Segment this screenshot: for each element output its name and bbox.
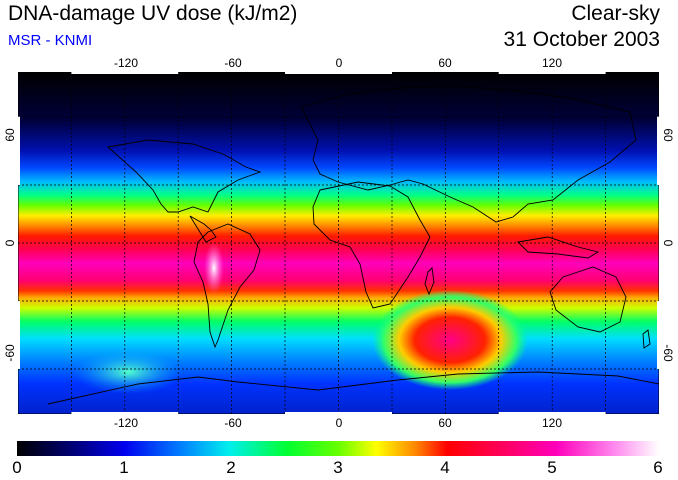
lon-tick-bottom: 120 bbox=[541, 416, 563, 430]
lat-tick-left: 60 bbox=[3, 128, 17, 142]
coastlines bbox=[47, 85, 659, 405]
colorbar-label: 1 bbox=[119, 458, 129, 477]
colorbar bbox=[17, 441, 659, 456]
madagascar-coast bbox=[424, 267, 435, 296]
lon-tick-top: -120 bbox=[113, 56, 139, 70]
south-america-coast bbox=[193, 223, 261, 349]
lat-tick-left: 0 bbox=[3, 239, 17, 247]
graticule bbox=[18, 72, 659, 414]
colorbar-label: 2 bbox=[226, 458, 236, 477]
map-title: DNA-damage UV dose (kJ/m2) bbox=[8, 2, 298, 25]
high-uv-anomaly bbox=[372, 290, 528, 390]
colorbar-label: 5 bbox=[547, 458, 557, 477]
colorbar-label: 4 bbox=[440, 458, 450, 477]
colorbar-label: 3 bbox=[333, 458, 343, 477]
map-frame bbox=[18, 72, 659, 414]
lon-tick-bottom: -120 bbox=[113, 416, 139, 430]
andes-peak-uv bbox=[204, 242, 224, 294]
eurasia-coast bbox=[300, 85, 637, 223]
lon-tick-top: 60 bbox=[438, 56, 452, 70]
antarctica-coast bbox=[47, 371, 659, 405]
lon-tick-bottom: 60 bbox=[438, 416, 452, 430]
central-america-coast bbox=[189, 215, 217, 243]
lon-tick-top: -60 bbox=[224, 56, 242, 70]
colorbar-label: 6 bbox=[653, 458, 663, 477]
credit-label: MSR - KNMI bbox=[8, 32, 93, 49]
new-zealand-coast bbox=[642, 329, 651, 349]
lat-tick-right: 60 bbox=[661, 128, 675, 142]
moderate-uv-patch bbox=[73, 350, 183, 394]
africa-coast bbox=[312, 181, 431, 309]
lon-tick-top: 0 bbox=[335, 56, 343, 70]
lon-tick-bottom: 0 bbox=[335, 416, 343, 430]
lat-tick-right: -60 bbox=[661, 344, 675, 362]
lon-tick-bottom: -60 bbox=[224, 416, 242, 430]
date-label: 31 October 2003 bbox=[503, 28, 660, 51]
lat-tick-left: -60 bbox=[3, 344, 17, 362]
maritime-continent-coast bbox=[517, 236, 600, 259]
north-america-coast bbox=[107, 139, 262, 213]
australia-coast bbox=[549, 266, 627, 333]
lon-tick-top: 120 bbox=[541, 56, 563, 70]
uv-dose-map bbox=[18, 72, 659, 414]
colorbar-label: 0 bbox=[12, 458, 22, 477]
lat-tick-right: 0 bbox=[661, 239, 675, 247]
sky-condition-label: Clear-sky bbox=[571, 2, 660, 25]
